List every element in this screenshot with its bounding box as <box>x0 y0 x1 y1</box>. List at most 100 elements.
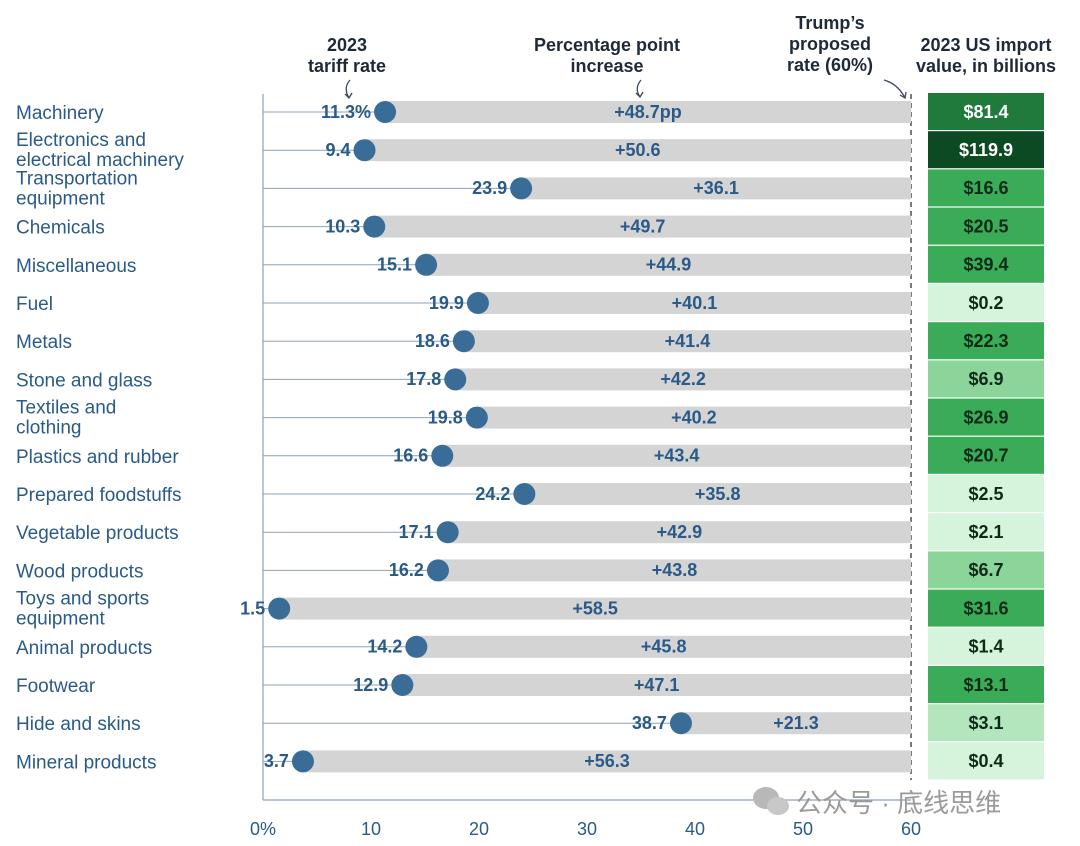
import-value-label: $31.6 <box>963 598 1008 618</box>
import-value-label: $2.5 <box>968 484 1003 504</box>
increase-bar <box>437 559 911 582</box>
rate-dot <box>465 406 488 429</box>
category-label: Stone and glass <box>16 370 152 391</box>
import-value-box <box>928 589 1044 627</box>
import-value-box <box>928 742 1044 780</box>
category-label: Transportation <box>16 168 138 189</box>
rate-label: 15.1 <box>377 255 412 275</box>
rate-label: 17.1 <box>399 522 434 542</box>
increase-label: +35.8 <box>695 484 741 504</box>
import-value-box <box>928 513 1044 551</box>
increase-label: +58.5 <box>572 598 618 618</box>
increase-bar <box>385 101 911 123</box>
rate-label: 38.7 <box>632 713 667 733</box>
category-label: Textiles and <box>16 398 116 419</box>
category-label: Wood products <box>16 561 143 582</box>
increase-bar <box>477 292 911 314</box>
rate-label: 1.5 <box>240 598 265 618</box>
increase-label: +44.9 <box>646 255 692 275</box>
rate-dot <box>405 635 428 658</box>
import-value-box <box>928 322 1044 360</box>
x-tick-label: 60 <box>901 819 921 839</box>
rate-label: 10.3 <box>325 216 360 236</box>
import-value-box <box>928 169 1044 207</box>
rate-label: 14.2 <box>367 637 402 657</box>
import-value-label: $6.7 <box>968 560 1003 580</box>
category-label: Vegetable products <box>16 523 179 544</box>
import-value-box <box>928 284 1044 321</box>
import-value-label: $2.1 <box>968 522 1003 542</box>
header-proposed-rate: rate (60%) <box>787 55 873 75</box>
header-tariff-rate: 2023 <box>327 35 367 55</box>
header-proposed-rate: Trump’s <box>795 13 864 33</box>
rate-label: 19.9 <box>429 293 464 313</box>
increase-label: +50.6 <box>615 140 661 160</box>
import-value-label: $1.4 <box>968 637 1003 657</box>
import-value-box <box>928 627 1044 665</box>
import-value-box <box>928 436 1044 474</box>
import-value-label: $0.4 <box>968 751 1003 771</box>
rate-label: 24.2 <box>475 484 510 504</box>
import-value-box <box>928 398 1044 436</box>
import-value-label: $20.7 <box>963 446 1008 466</box>
header-tariff-rate: tariff rate <box>308 56 386 76</box>
rate-dot <box>452 330 475 353</box>
rate-dot <box>669 712 692 735</box>
import-value-box <box>928 666 1044 703</box>
category-label: equipment <box>16 188 105 209</box>
increase-bar <box>455 368 911 391</box>
category-label: Toys and sports <box>16 589 149 610</box>
import-value-label: $16.6 <box>963 178 1008 198</box>
increase-label: +40.2 <box>671 407 717 427</box>
rate-dot <box>353 139 376 162</box>
increase-label: +42.2 <box>660 369 706 389</box>
increase-bar <box>463 330 911 353</box>
increase-bar <box>524 483 911 505</box>
category-label: equipment <box>16 609 105 630</box>
header-import-value: value, in billions <box>916 56 1056 76</box>
rate-label: 11.3% <box>321 102 371 122</box>
x-tick-label: 50 <box>793 819 813 839</box>
header-arrowhead-pp <box>635 91 644 99</box>
header-import-value: 2023 US import <box>920 35 1051 55</box>
category-label: Animal products <box>16 638 152 659</box>
x-tick-label: 0% <box>250 819 276 839</box>
rate-label: 23.9 <box>472 178 507 198</box>
increase-label: +42.9 <box>657 522 703 542</box>
rate-dot <box>374 101 397 123</box>
increase-bar <box>279 597 911 620</box>
increase-bar <box>680 712 911 735</box>
import-value-label: $119.9 <box>959 140 1013 160</box>
import-value-box <box>928 704 1044 742</box>
increase-label: +45.8 <box>641 637 687 657</box>
category-label: clothing <box>16 418 82 439</box>
rate-label: 9.4 <box>325 140 350 160</box>
category-label: Footwear <box>16 676 96 697</box>
category-label: Metals <box>16 332 72 353</box>
header-arrowhead-proposed <box>899 91 907 100</box>
increase-label: +36.1 <box>693 178 739 198</box>
increase-label: +49.7 <box>620 216 666 236</box>
import-value-label: $26.9 <box>963 407 1008 427</box>
import-value-label: $6.9 <box>968 369 1003 389</box>
import-value-label: $3.1 <box>968 713 1003 733</box>
increase-label: +21.3 <box>773 713 819 733</box>
import-value-box <box>928 551 1044 589</box>
x-tick-label: 20 <box>469 819 489 839</box>
import-value-box <box>928 93 1044 130</box>
rate-dot <box>466 292 489 314</box>
increase-label: +47.1 <box>634 675 680 695</box>
category-label: Fuel <box>16 294 53 315</box>
increase-label: +40.1 <box>672 293 718 313</box>
category-label: Mineral products <box>16 752 156 773</box>
increase-bar <box>442 444 911 467</box>
increase-label: +43.4 <box>654 446 700 466</box>
import-value-label: $39.4 <box>963 255 1008 275</box>
rate-dot <box>444 368 467 391</box>
import-value-label: $20.5 <box>963 216 1008 236</box>
import-value-box <box>928 131 1044 169</box>
category-label: Miscellaneous <box>16 256 136 277</box>
import-value-label: $0.2 <box>968 293 1003 313</box>
